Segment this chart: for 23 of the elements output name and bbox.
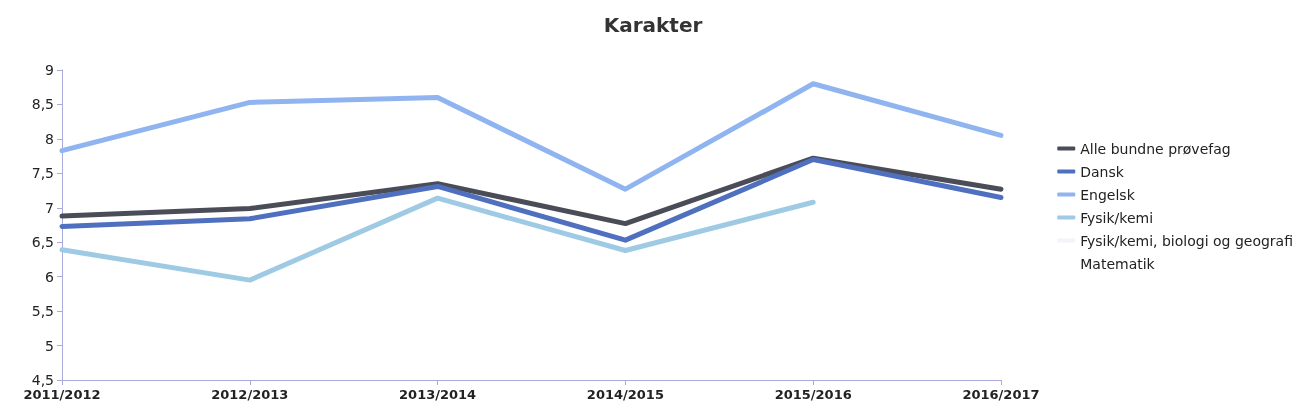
y-tick-label: 7,5 [31,165,54,182]
legend-label: Fysik/kemi [1080,209,1154,226]
legend-label: Fysik/kemi, biologi og geografi [1080,232,1294,249]
y-tick-label: 6 [45,268,55,285]
y-tick-label: 9 [45,62,54,78]
x-tick-label: 2011/2012 [23,387,101,402]
legend-label: Alle bundne prøvefag [1080,140,1231,157]
x-tick-label: 2014/2015 [586,387,664,402]
y-tick-label: 7 [45,199,54,216]
y-tick-label: 8,5 [31,96,54,113]
text: Matematik [1080,255,1156,272]
y-tick-label: 8 [45,130,54,147]
x-tick-label: 2016/2017 [962,387,1040,402]
legend-label: Engelsk [1080,186,1136,203]
legend-label: Dansk [1080,163,1125,180]
y-tick-label: 5 [45,337,54,354]
x-tick-label: 2013/2014 [399,387,477,402]
y-tick-label: 5,5 [31,303,54,320]
x-tick-label: 2015/2016 [774,387,852,402]
x-tick-label: 2012/2013 [211,387,289,402]
y-tick-label: 4,5 [31,372,54,388]
chart-title: Karakter [603,13,703,37]
y-tick-label: 6,5 [31,234,54,251]
